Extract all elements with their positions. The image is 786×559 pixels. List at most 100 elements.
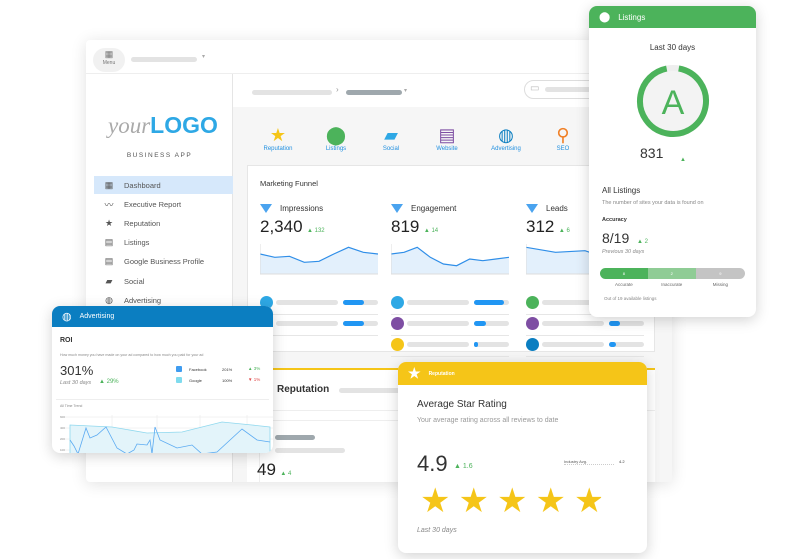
app-label: Listings — [325, 146, 347, 152]
listings-grade: A — [662, 84, 685, 122]
roi-title: ROI — [60, 337, 73, 344]
star-icon: ★ — [104, 217, 114, 228]
star-rating: ★ ★ ★ ★ ★ — [420, 484, 604, 518]
app-label: Website — [436, 146, 458, 152]
up-arrow-icon: ▲ — [680, 157, 686, 163]
sidebar-item-label: Advertising — [124, 295, 162, 305]
chat-icon: ▰ — [105, 275, 113, 286]
segment-label: Inaccurate — [661, 282, 683, 287]
funnel-engagement: Engagement 819 ▲ 14 — [391, 204, 509, 357]
accuracy-period: Previous 30 days — [602, 249, 645, 255]
roi-period: Last 30 days — [60, 380, 92, 386]
rating-period: Last 30 days — [417, 527, 457, 534]
funnel-value: 2,340 — [260, 217, 303, 236]
funnel-value: 819 — [391, 217, 420, 236]
svg-text:600: 600 — [60, 415, 65, 419]
legend-delta: ▲ 3% — [248, 366, 261, 371]
sidebar-item-reputation[interactable]: ★ Reputation — [94, 214, 233, 232]
app-reputation[interactable]: ★ Reputation — [253, 124, 303, 152]
google-trend-line — [69, 421, 271, 453]
pin-icon: ⬤ — [325, 125, 347, 145]
star-icon: ★ — [269, 125, 287, 145]
legend-swatch — [176, 377, 182, 383]
star-icon: ★ — [535, 482, 566, 520]
segment-accurate: 8 — [600, 268, 648, 279]
rating-title: Average Star Rating — [417, 399, 507, 410]
sidebar-item-label: Google Business Profile — [124, 257, 205, 267]
menu-button[interactable]: ▦ Menu — [93, 48, 125, 72]
menu-label: Menu — [102, 60, 116, 66]
sidebar-item-label: Dashboard — [124, 180, 161, 190]
rating-value: 4.9 — [417, 451, 448, 476]
star-icon: ★ — [420, 482, 451, 520]
logo: yourLOGO — [108, 112, 218, 138]
roi-delta: ▲ 29% — [99, 379, 119, 385]
segment-inaccurate: 2 — [647, 268, 696, 279]
sidebar-item-social[interactable]: ▰ Social — [94, 272, 233, 290]
industry-avg-value: 4.2 — [619, 459, 625, 464]
app-label: Advertising — [491, 146, 521, 152]
facebook-trend-line — [69, 426, 271, 453]
listings-period: Last 30 days — [649, 43, 696, 52]
accuracy-delta: ▲ 2 — [637, 239, 648, 245]
sidebar-item-advertising[interactable]: ◍ Advertising — [94, 291, 233, 309]
funnel-title: Marketing Funnel — [260, 179, 318, 188]
funnel-sparkline — [391, 244, 509, 275]
accuracy-value: 8/19 — [602, 230, 630, 246]
rating-description: Your average rating across all reviews t… — [417, 417, 559, 424]
svg-text:400: 400 — [60, 426, 65, 430]
star-icon: ★ — [458, 482, 489, 520]
chevron-right-icon: › — [336, 85, 339, 94]
star-icon: ★ — [408, 365, 421, 381]
source-icon — [391, 317, 404, 330]
app-seo[interactable]: ⚲ SEO — [538, 124, 588, 152]
funnel-sparkline — [260, 244, 378, 275]
funnel-value: 312 — [526, 217, 555, 236]
sidebar-item-dashboard[interactable]: ▦ Dashboard — [94, 176, 233, 194]
breadcrumb-parent[interactable] — [252, 90, 332, 95]
calendar-icon: ▭ — [530, 83, 540, 94]
funnel-label: Engagement — [411, 204, 457, 213]
advertising-header: ◍ Advertising — [52, 306, 273, 327]
source-icon — [260, 296, 273, 309]
star-icon: ★ — [496, 482, 528, 520]
sidebar-item-label: Listings — [124, 238, 150, 248]
listings-score: 831 — [640, 145, 664, 161]
sidebar: yourLOGO BUSINESS APP ▦ Dashboard 〰 Executi… — [86, 74, 233, 482]
sidebar-item-executive-report[interactable]: 〰 Executive Report — [94, 195, 233, 213]
divider — [86, 73, 672, 74]
store-icon: ▤ — [104, 237, 114, 248]
legend-swatch — [176, 366, 182, 372]
source-icon — [526, 296, 539, 309]
funnel-label: Leads — [546, 204, 568, 213]
svg-text:100: 100 — [60, 448, 65, 452]
search-icon: ⚲ — [556, 125, 570, 145]
svg-text:200: 200 — [60, 437, 65, 441]
app-social[interactable]: ▰ Social — [366, 124, 416, 152]
sidebar-item-listings[interactable]: ▤ Listings — [94, 234, 233, 252]
sidebar-item-label: Executive Report — [124, 199, 182, 209]
store-icon: ▤ — [104, 256, 114, 267]
legend-value: 201% — [222, 367, 233, 372]
advertising-card: ◍ Advertising ROI How much money you hav… — [52, 306, 273, 453]
sidebar-item-label: Social — [124, 276, 145, 286]
all-listings-title: All Listings — [602, 186, 641, 195]
funnel-label: Impressions — [280, 204, 324, 213]
globe-icon: ◍ — [62, 311, 72, 323]
sidebar-item-google-business-profile[interactable]: ▤ Google Business Profile — [94, 253, 233, 271]
breadcrumb-current[interactable] — [346, 90, 402, 95]
app-listings[interactable]: ⬤ Listings — [311, 124, 361, 152]
funnel-impressions: Impressions 2,340 ▲ 132 — [260, 204, 378, 354]
app-advertising[interactable]: ◍ Advertising — [481, 124, 531, 152]
app-label: Social — [382, 146, 400, 152]
app-website[interactable]: ▤ Website — [422, 124, 472, 152]
pin-icon: ⬤ — [599, 11, 611, 23]
rating-delta: ▲ 1.6 — [454, 463, 473, 470]
industry-avg-label: Industry Avg. — [564, 459, 614, 465]
funnel-icon — [526, 204, 538, 213]
segment-label: Accurate — [615, 282, 633, 287]
account-selector[interactable] — [131, 57, 197, 62]
legend-delta: ▼ 1% — [248, 377, 261, 382]
trend-icon: 〰 — [104, 199, 114, 210]
source-icon — [526, 317, 539, 330]
